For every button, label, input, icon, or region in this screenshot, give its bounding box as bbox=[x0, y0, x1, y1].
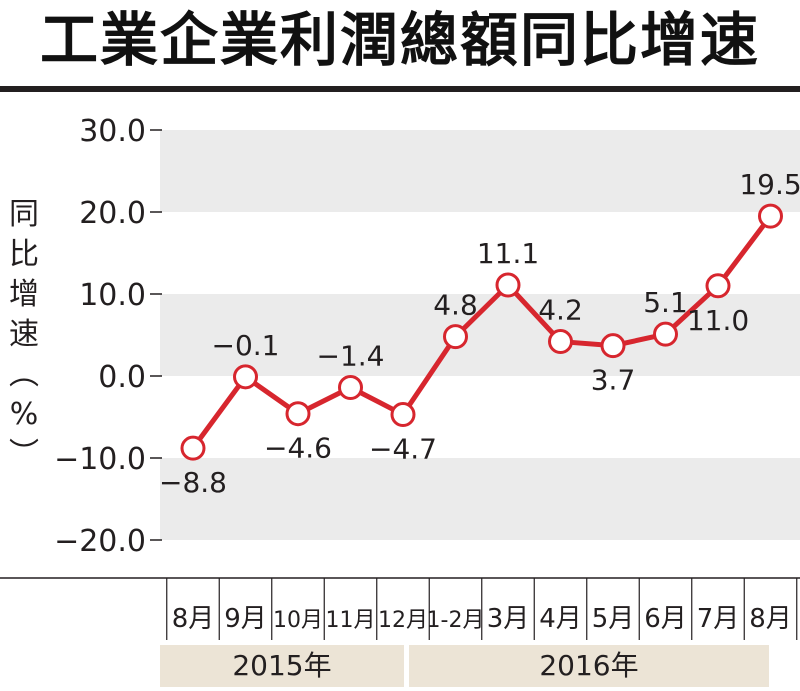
year-band-2016 bbox=[409, 645, 769, 687]
data-label: 4.8 bbox=[433, 289, 478, 322]
x-tick-label: 8月 bbox=[172, 604, 215, 634]
data-label: −4.7 bbox=[369, 433, 437, 466]
year-label-2015: 2015年 bbox=[232, 649, 332, 682]
x-tick-label: 8月 bbox=[749, 604, 792, 634]
data-point bbox=[548, 329, 573, 355]
data-label: −0.1 bbox=[212, 329, 280, 362]
x-tick-label: 9月 bbox=[224, 604, 267, 634]
x-tick-label: 7月 bbox=[697, 604, 740, 634]
data-label: 11.1 bbox=[477, 237, 539, 270]
data-label: 4.2 bbox=[538, 294, 583, 327]
data-point bbox=[285, 401, 311, 427]
data-point bbox=[600, 333, 626, 359]
x-tick-label: 11月 bbox=[326, 608, 376, 633]
x-tick-label: 1-2月 bbox=[427, 608, 485, 633]
data-label: 5.1 bbox=[643, 286, 688, 319]
data-label: 3.7 bbox=[591, 364, 636, 397]
data-label: −8.8 bbox=[159, 466, 227, 499]
data-point bbox=[495, 272, 521, 298]
y-axis-label: 同比增速 ︵% ︶ bbox=[4, 195, 44, 475]
x-tick-label: 12月 bbox=[378, 608, 428, 633]
x-tick-label: 10月 bbox=[273, 608, 323, 633]
y-tick-label: −10.0 bbox=[54, 442, 146, 477]
data-point bbox=[180, 435, 206, 461]
y-tick-label: 20.0 bbox=[79, 196, 146, 231]
data-point bbox=[443, 324, 468, 350]
data-point bbox=[705, 273, 731, 299]
year-label-2016: 2016年 bbox=[539, 649, 639, 682]
data-label: 19.5 bbox=[739, 168, 800, 201]
y-axis-label-text: 同比增速 ︵% ︶ bbox=[9, 197, 39, 472]
y-tick-label: 30.0 bbox=[79, 114, 146, 149]
grid-band bbox=[160, 458, 800, 540]
x-tick-label: 4月 bbox=[539, 604, 582, 634]
data-point bbox=[233, 364, 258, 390]
data-point bbox=[338, 374, 363, 400]
chart-title: 工業企業利潤總額同比增速 bbox=[39, 6, 760, 74]
y-tick-label: −20.0 bbox=[54, 524, 146, 559]
x-tick-label: 6月 bbox=[644, 604, 687, 634]
year-band-2015 bbox=[160, 645, 404, 687]
data-label: −4.6 bbox=[264, 432, 332, 465]
data-point bbox=[390, 402, 416, 428]
data-label: 11.0 bbox=[687, 304, 749, 337]
grid-band bbox=[160, 130, 800, 212]
y-tick-label: 10.0 bbox=[79, 278, 146, 313]
x-tick-label: 3月 bbox=[487, 604, 530, 634]
title-divider bbox=[0, 86, 800, 92]
data-point bbox=[653, 321, 678, 347]
y-tick-label: 0.0 bbox=[98, 360, 146, 395]
data-label: −1.4 bbox=[317, 339, 385, 372]
x-tick-label: 5月 bbox=[592, 604, 635, 634]
data-point bbox=[758, 203, 783, 229]
